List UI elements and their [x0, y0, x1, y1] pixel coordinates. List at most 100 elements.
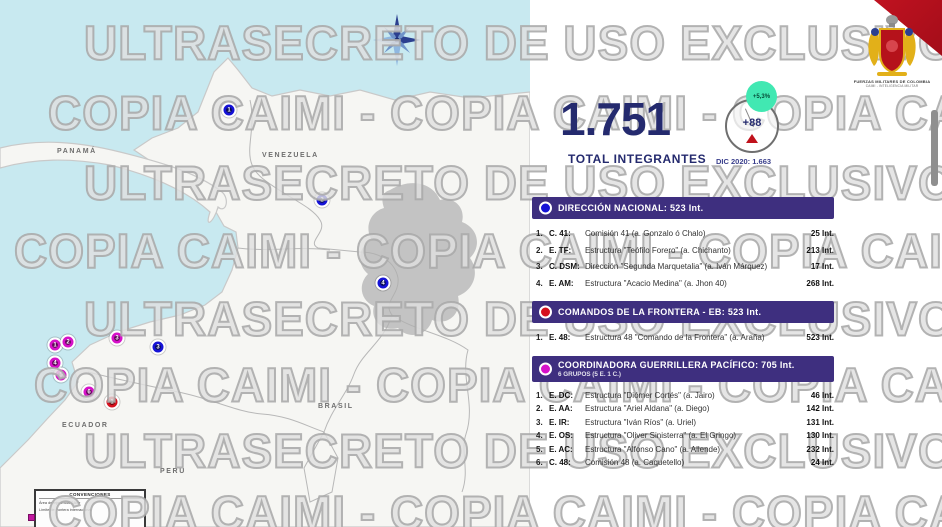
country-label-ecuador: ECUADOR: [62, 422, 109, 429]
table-row: 3. C. DSM: Dirección "Segunda Marquetalia"…: [536, 259, 834, 276]
row-count: 142 Int.: [806, 404, 834, 414]
crest-title: FUERZAS MILITARES DE COLOMBIA: [853, 79, 931, 84]
section-title: DIRECCIÓN NACIONAL: 523 Int.: [558, 203, 704, 213]
section-coordinadora-pacifico: COORDINADORA GUERRILLERA PACÍFICO: 705 I…: [532, 355, 834, 480]
table-row: 2. E. TF: Estructura "Teófilo Forero" (a. …: [536, 243, 834, 260]
row-description: Dirección "Segunda Marquetalia" (a. Iván…: [585, 262, 768, 271]
map-marker-blue: 3: [150, 339, 166, 355]
section-direccion-nacional: DIRECCIÓN NACIONAL: 523 Int. 1. C. 41: Comi…: [532, 197, 834, 301]
row-code: E. DC:: [549, 390, 573, 400]
delta-gauge: +88: [725, 99, 779, 153]
row-code: C. DSM:: [549, 262, 580, 271]
section-title: COORDINADORA GUERRILLERA PACÍFICO: 705 I…: [558, 359, 795, 370]
row-count: 17 Int.: [810, 262, 834, 271]
row-description: Estructura "Acacio Medina" (a. Jhon 40): [585, 278, 727, 288]
map-marker-blue: 1: [221, 102, 237, 118]
influence-area: [360, 183, 477, 335]
row-count: 523 Int.: [806, 333, 834, 342]
row-number: 5.: [536, 444, 543, 454]
military-crest: FUERZAS MILITARES DE COLOMBIA CAIMI - IN…: [853, 12, 931, 98]
map-marker-red: 1: [104, 394, 120, 410]
stats-panel: 1.751 TOTAL INTEGRANTES DIC 2020: 1.663 …: [530, 0, 942, 527]
map-marker-magenta: 2: [60, 334, 76, 350]
row-description: Comisión 48 (a. Caquetello): [585, 458, 685, 468]
country-label-brasil: BRASIL: [318, 403, 354, 410]
row-code: E. 48:: [549, 333, 571, 342]
row-code: E. OS:: [549, 431, 574, 441]
sections: DIRECCIÓN NACIONAL: 523 Int. 1. C. 41: Comi…: [532, 197, 834, 479]
compass-rose-icon: [373, 14, 421, 66]
section-header-coordinadora-pacifico: COORDINADORA GUERRILLERA PACÍFICO: 705 I…: [532, 355, 834, 382]
row-code: E. AA:: [549, 404, 573, 414]
legend-color-chip: [28, 514, 35, 521]
section-rows: 1. C. 41: Comisión 41 (a. Gonzalo ó Chalo)…: [532, 219, 834, 301]
section-dot-icon: [539, 362, 552, 375]
country-label-venezuela: VENEZUELA: [262, 152, 319, 159]
total-members-label: TOTAL INTEGRANTES: [568, 152, 707, 166]
scrollbar-thumb[interactable]: [931, 110, 938, 186]
row-count: 213 Int.: [806, 245, 834, 255]
row-number: 2.: [536, 245, 543, 255]
row-number: 1.: [536, 390, 543, 400]
crest-icon: [868, 15, 916, 76]
row-description: Estructura "Teófilo Forero" (a. Chichant…: [585, 245, 731, 255]
row-code: C. 48:: [549, 458, 571, 468]
row-number: 3.: [536, 417, 543, 427]
country-label-panamá: PANAMÁ: [57, 148, 97, 155]
section-header-comandos-frontera: COMANDOS DE LA FRONTERA - EB: 523 Int.: [532, 301, 834, 323]
map-base: [0, 0, 530, 527]
row-number: 4.: [536, 278, 543, 288]
table-row: 5. E. AC: Estructura "Alfonso Cano" (a. Al…: [536, 443, 834, 457]
row-count: 46 Int.: [810, 390, 834, 400]
section-title: COMANDOS DE LA FRONTERA - EB: 523 Int.: [558, 307, 762, 317]
section-dot-icon: [539, 305, 552, 319]
country-borders: [87, 99, 470, 503]
total-members-value: 1.751: [560, 93, 671, 145]
section-header-direccion-nacional: DIRECCIÓN NACIONAL: 523 Int.: [532, 197, 834, 219]
section-rows: 1. E. DC: Estructura "Diómer Cortés" (a. J…: [532, 382, 834, 480]
row-description: Estructura "Alfonso Cano" (a. Allende): [585, 444, 721, 454]
legend-line-1: Área de injerencia GAOr: [39, 501, 81, 505]
row-number: 1.: [536, 333, 543, 342]
delta-percent-badge: +5,3%: [746, 81, 777, 112]
crest-subtitle: CAIMI - INTELIGENCIA MILITAR: [865, 84, 919, 88]
section-subtitle: 6 GRUPOS (5 E. 1 C.): [558, 370, 621, 378]
row-number: 2.: [536, 404, 543, 414]
table-row: 3. E. IR: Estructura "Iván Ríos" (a. Uriel…: [536, 416, 834, 430]
section-comandos-frontera: COMANDOS DE LA FRONTERA - EB: 523 Int. 1.…: [532, 301, 834, 356]
table-row: 4. E. OS: Estructura "Oliver Sinisterra" (…: [536, 429, 834, 443]
legend-line-2: Límite de frontera internacional: [39, 507, 92, 512]
row-description: Estructura "Diómer Cortés" (a. Jairo): [585, 390, 715, 400]
row-code: E. AM:: [549, 278, 574, 288]
row-count: 232 Int.: [806, 444, 834, 454]
table-row: 1. C. 41: Comisión 41 (a. Gonzalo ó Chalo)…: [536, 226, 834, 243]
map-marker-magenta: 5: [53, 367, 69, 383]
map-marker-magenta: 6: [81, 384, 97, 400]
row-code: E. TF:: [549, 245, 572, 255]
section-rows: 1. E. 48: Estructura 48 "Comando de la Fro…: [532, 323, 834, 356]
row-code: C. 41:: [549, 229, 571, 238]
increase-arrow-icon: [746, 134, 758, 143]
table-row: 1. E. DC: Estructura "Diómer Cortés" (a. J…: [536, 389, 834, 403]
map-marker-blue: 4: [375, 275, 391, 291]
previous-total: DIC 2020: 1.663: [716, 157, 772, 166]
map-legend: CONVENCIONES Área de injerencia GAOr Lím…: [34, 489, 146, 527]
country-label-perú: PERÚ: [160, 468, 186, 475]
row-count: 25 Int.: [810, 229, 834, 238]
legend-title: CONVENCIONES: [39, 492, 141, 499]
row-number: 4.: [536, 431, 543, 441]
colombia-map: CONVENCIONES Área de injerencia GAOr Lím…: [0, 0, 530, 527]
table-row: 2. E. AA: Estructura "Ariel Aldana" (a. Di…: [536, 402, 834, 416]
row-description: Estructura 48 "Comando de la Frontera" (…: [585, 333, 765, 342]
row-code: E. AC:: [549, 444, 573, 454]
section-dot-icon: [539, 201, 552, 215]
map-marker-magenta: 3: [109, 330, 125, 346]
row-number: 3.: [536, 262, 543, 271]
row-number: 1.: [536, 229, 543, 238]
row-count: 130 Int.: [806, 431, 834, 441]
map-marker-blue: 2: [314, 192, 330, 208]
row-description: Estructura "Ariel Aldana" (a. Diego): [585, 404, 710, 414]
row-code: E. IR:: [549, 417, 570, 427]
row-description: Estructura "Iván Ríos" (a. Uriel): [585, 417, 697, 427]
